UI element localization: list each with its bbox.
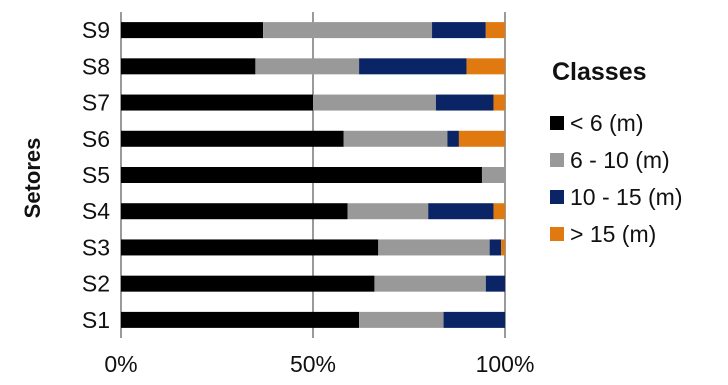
y-axis-label: Setores bbox=[20, 138, 45, 219]
legend: Classes < 6 (m) 6 - 10 (m) 10 - 15 (m) > 15… bbox=[550, 58, 682, 247]
bar-s6-series-2 bbox=[447, 130, 459, 147]
bar-s7-series-3 bbox=[493, 94, 505, 111]
x-tick-label-2: 100% bbox=[476, 351, 535, 377]
y-tick-label-s3: S3 bbox=[82, 234, 110, 260]
legend-label-2: 10 - 15 (m) bbox=[570, 184, 682, 210]
bar-s1-series-2 bbox=[443, 311, 505, 328]
y-tick-label-s4: S4 bbox=[82, 198, 110, 224]
legend-label-1: 6 - 10 (m) bbox=[570, 147, 670, 173]
bar-s4-series-1 bbox=[347, 203, 429, 220]
bar-s5-series-1 bbox=[481, 167, 505, 183]
bar-s8-series-0 bbox=[121, 58, 256, 75]
bar-s3-series-1 bbox=[378, 239, 490, 256]
legend-swatch-2 bbox=[550, 190, 564, 204]
bar-s7-series-0 bbox=[121, 94, 313, 111]
legend-swatch-1 bbox=[550, 153, 564, 167]
bar-s7-series-1 bbox=[313, 94, 436, 111]
bar-s1-series-0 bbox=[121, 311, 360, 328]
bar-s6-series-1 bbox=[343, 130, 448, 147]
bar-s6-series-0 bbox=[121, 130, 344, 147]
bar-s7-series-2 bbox=[435, 94, 494, 111]
bar-s5-series-0 bbox=[121, 167, 482, 183]
bar-s2-series-1 bbox=[374, 275, 486, 292]
bar-s4-series-2 bbox=[428, 203, 494, 220]
bar-s8-series-2 bbox=[359, 58, 467, 75]
legend-swatch-3 bbox=[550, 227, 564, 241]
bar-s9-series-0 bbox=[121, 22, 264, 39]
y-tick-label-s1: S1 bbox=[82, 307, 110, 333]
legend-items: < 6 (m) 6 - 10 (m) 10 - 15 (m) > 15 (m) bbox=[550, 110, 682, 247]
x-tick-label-0: 0% bbox=[104, 351, 137, 377]
y-tick-label-s6: S6 bbox=[82, 126, 110, 152]
bar-s6-series-3 bbox=[458, 130, 505, 147]
legend-title: Classes bbox=[552, 58, 647, 86]
bar-s2-series-2 bbox=[485, 275, 505, 292]
bar-s9-series-3 bbox=[485, 22, 505, 39]
bar-s2-series-0 bbox=[121, 275, 375, 292]
y-tick-label-s9: S9 bbox=[82, 17, 110, 43]
bar-s4-series-3 bbox=[493, 203, 505, 220]
bar-s3-series-0 bbox=[121, 239, 379, 256]
bar-s8-series-3 bbox=[466, 58, 505, 75]
y-tick-label-s2: S2 bbox=[82, 271, 110, 297]
x-tick-label-1: 50% bbox=[290, 351, 336, 377]
tick-labels: S1 S2 S3 S4 S5 S6 S7 S8 S9 0% 50% 100% bbox=[82, 17, 535, 377]
bar-s3-series-2 bbox=[489, 239, 502, 256]
bar-s3-series-3 bbox=[501, 239, 505, 256]
bar-s4-series-0 bbox=[121, 203, 348, 220]
legend-label-0: < 6 (m) bbox=[570, 110, 643, 136]
legend-label-3: > 15 (m) bbox=[570, 221, 656, 247]
legend-swatch-0 bbox=[550, 116, 564, 130]
bars bbox=[121, 22, 505, 328]
bar-s1-series-1 bbox=[359, 311, 444, 328]
y-tick-label-s7: S7 bbox=[82, 90, 110, 116]
bar-s9-series-1 bbox=[263, 22, 433, 39]
y-tick-label-s8: S8 bbox=[82, 53, 110, 79]
y-tick-label-s5: S5 bbox=[82, 162, 110, 188]
bar-s9-series-2 bbox=[432, 22, 486, 39]
bar-s8-series-1 bbox=[255, 58, 360, 75]
